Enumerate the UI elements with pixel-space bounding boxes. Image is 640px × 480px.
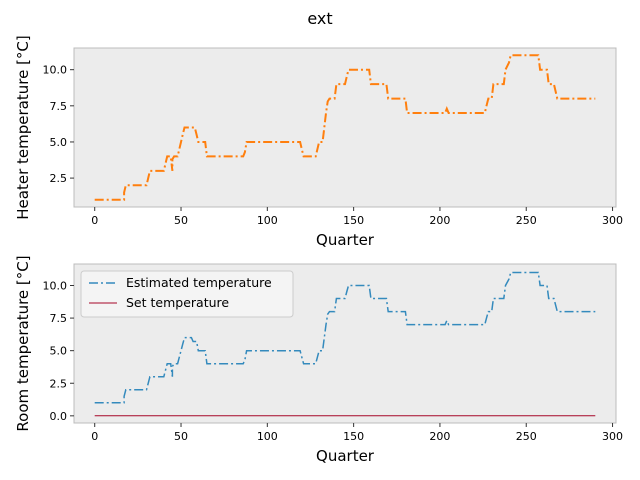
y-tick-label: 2.5 [50, 377, 68, 390]
y-tick-label: 0.0 [50, 410, 68, 423]
y-tick-label: 5.0 [50, 136, 68, 149]
legend-frame [80, 270, 294, 318]
x-tick-label: 150 [343, 214, 364, 227]
series-line [94, 54, 596, 201]
series-line [94, 271, 596, 404]
legend-label: Estimated temperature [126, 275, 272, 290]
x-tick-label: 0 [91, 430, 98, 443]
legend-label: Set temperature [126, 295, 229, 310]
y-axis-label: Heater temperature [°C] [14, 35, 32, 219]
x-tick-label: 300 [602, 214, 623, 227]
x-axis-label: Quarter [316, 231, 375, 249]
y-tick-label: 7.5 [50, 100, 68, 113]
figure-title: ext [307, 9, 332, 28]
legend: Estimated temperature Set temperature [80, 270, 294, 318]
x-tick-label: 0 [91, 214, 98, 227]
y-tick-label: 10.0 [43, 280, 68, 293]
x-tick-label: 100 [257, 430, 278, 443]
x-tick-label: 100 [257, 214, 278, 227]
y-tick-label: 5.0 [50, 345, 68, 358]
x-tick-label: 150 [343, 430, 364, 443]
y-tick-label: 10.0 [43, 64, 68, 77]
room-temperature-plot: 0 50 100 150 200 250 300 0.0 2.5 5.0 7.5 10.0 Quarte… [14, 255, 623, 465]
plot-area [73, 47, 617, 208]
y-tick-label: 7.5 [50, 312, 68, 325]
heater-temperature-plot: 0 50 100 150 200 250 300 2.5 5.0 7.5 10.0 Quarter He… [14, 35, 623, 249]
x-tick-label: 300 [602, 430, 623, 443]
y-tick-label: 2.5 [50, 172, 68, 185]
x-tick-label: 50 [174, 214, 188, 227]
x-tick-label: 250 [516, 214, 537, 227]
x-tick-label: 250 [516, 430, 537, 443]
x-axis-label: Quarter [316, 447, 375, 465]
x-tick-label: 50 [174, 430, 188, 443]
y-axis-label: Room temperature [°C] [14, 255, 32, 431]
x-tick-label: 200 [429, 214, 450, 227]
x-tick-label: 200 [429, 430, 450, 443]
